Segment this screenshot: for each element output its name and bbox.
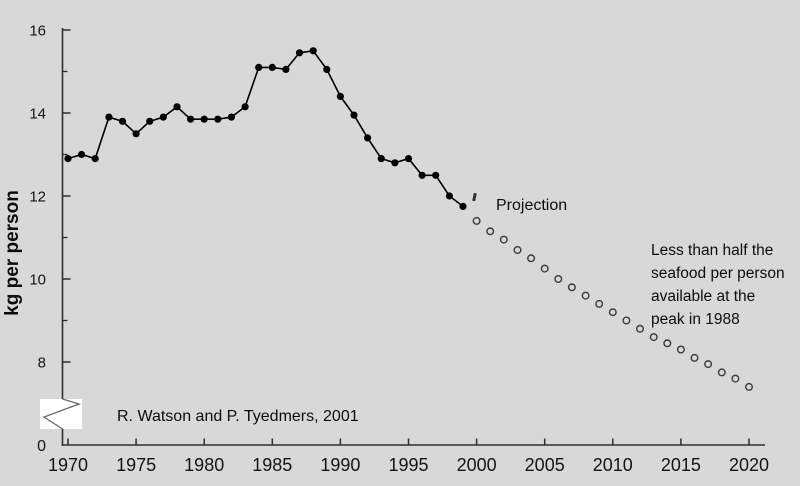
axis-break-box	[40, 399, 82, 429]
observed-point	[187, 115, 195, 123]
projection-point	[595, 299, 604, 308]
annotation-note-line: peak in 1988	[651, 311, 740, 328]
observed-point	[64, 155, 72, 163]
projection-point	[540, 264, 549, 273]
projection-point	[608, 308, 617, 317]
observed-point	[78, 150, 86, 159]
observed-point	[159, 113, 167, 121]
observed-point	[214, 115, 222, 123]
observed-point	[404, 155, 413, 163]
observed-point	[227, 113, 235, 121]
x-tick-label: 1980	[184, 455, 224, 475]
x-tick-label: 2015	[661, 455, 701, 475]
projection-point	[663, 339, 672, 348]
annotation-note: Less than half the seafood per person av…	[651, 239, 785, 331]
observed-point	[432, 171, 440, 179]
observed-point	[173, 103, 181, 111]
projection-point	[567, 283, 576, 292]
observed-point	[295, 49, 304, 57]
y-tick-label: 14	[29, 106, 46, 123]
observed-point	[132, 130, 140, 138]
y-tick-label: 10	[29, 272, 46, 289]
x-tick-label: 1990	[320, 455, 360, 475]
observed-point	[118, 117, 127, 125]
projection-point	[731, 374, 740, 383]
y-tick-label: 16	[29, 23, 46, 40]
x-tick-label: 2020	[729, 455, 769, 475]
observed-point	[282, 65, 290, 73]
observed-point	[336, 92, 344, 100]
observed-point	[418, 171, 426, 179]
annotation-note-line: Less than half the	[651, 242, 774, 259]
observed-point	[309, 47, 317, 55]
observed-point	[146, 117, 154, 125]
observed-point	[200, 115, 208, 123]
projection-point	[499, 235, 508, 244]
x-tick-label: 2000	[457, 455, 497, 475]
projection-label: Projection	[496, 197, 568, 214]
observed-point	[268, 63, 276, 71]
projection-point	[527, 254, 536, 263]
axis-break-zigzag-icon	[42, 398, 82, 430]
projection-point	[554, 275, 563, 284]
annotation-note-line: available at the	[651, 288, 756, 305]
projection-point	[676, 345, 685, 354]
observed-point	[377, 155, 385, 163]
projection-point	[717, 368, 726, 377]
x-tick-label: 1985	[252, 455, 292, 475]
x-tick-label: 2010	[593, 455, 633, 475]
x-tick-label: 1975	[116, 455, 156, 475]
observed-point	[391, 159, 399, 167]
observed-point	[241, 103, 249, 111]
y-tick-label: 8	[38, 355, 46, 372]
observed-point	[364, 134, 372, 142]
projection-point	[704, 360, 713, 369]
y-axis-title: kg per person	[2, 190, 23, 316]
y-zero-label: 0	[37, 438, 46, 455]
x-tick-label: 2005	[525, 455, 565, 475]
observed-line	[67, 49, 464, 208]
y-tick-label: 12	[29, 189, 46, 206]
projection-point	[622, 316, 631, 325]
observed-point	[445, 192, 453, 200]
x-tick-label: 1970	[48, 455, 88, 475]
projection-point	[649, 333, 658, 342]
observed-point	[323, 65, 331, 73]
observed-point	[105, 113, 113, 121]
projection-point	[472, 216, 481, 225]
observed-point	[91, 155, 99, 163]
observed-point	[459, 202, 467, 210]
source-credit: R. Watson and P. Tyedmers, 2001	[117, 408, 359, 425]
projection-point	[745, 382, 754, 391]
observed-point	[255, 63, 263, 71]
projection-point	[513, 245, 522, 254]
projection-point	[636, 324, 645, 333]
projection-point	[581, 291, 590, 300]
x-tick-label: 1995	[388, 455, 428, 475]
observed-point	[350, 111, 358, 119]
annotation-note-line: seafood per person	[651, 265, 785, 282]
projection-point	[486, 227, 495, 236]
projection-point	[690, 353, 699, 362]
